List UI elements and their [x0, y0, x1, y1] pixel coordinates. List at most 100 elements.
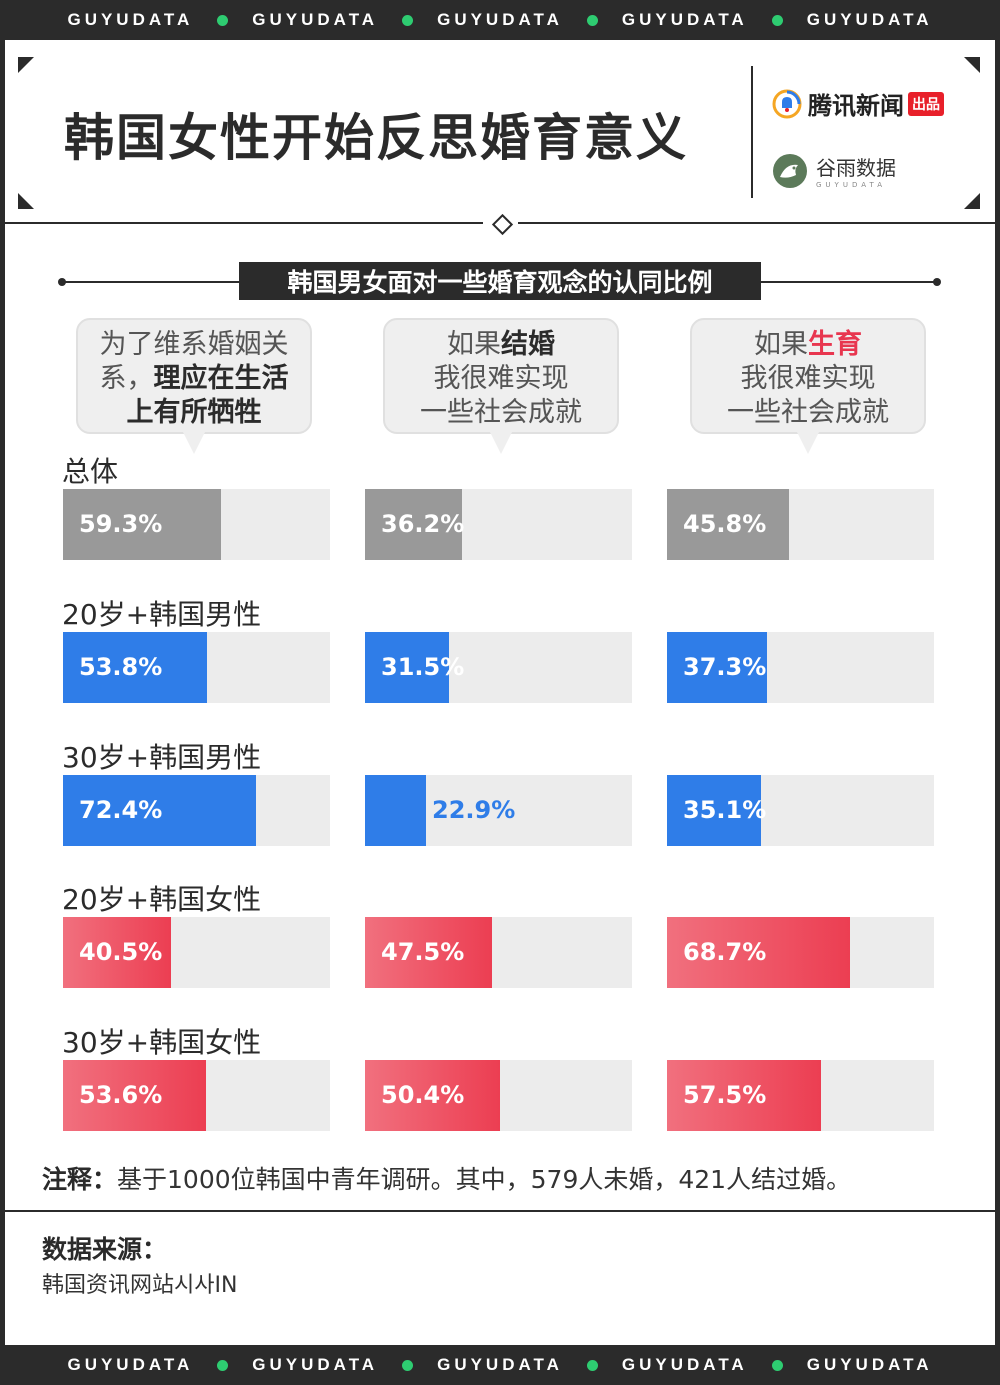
bar-value-label: 72.4%	[79, 796, 163, 824]
bird-icon	[773, 153, 807, 188]
bar	[667, 489, 789, 560]
tencent-news-icon	[772, 89, 802, 118]
ticker-dot-icon	[586, 14, 598, 26]
bar	[365, 1060, 500, 1131]
bar-track: 45.8%	[667, 489, 934, 560]
bar	[667, 1060, 821, 1131]
bar-track: 36.2%	[365, 489, 632, 560]
source-text: 韩国资讯网站시사IN	[42, 1273, 238, 1298]
bar	[63, 917, 171, 988]
ticker-text: GUYUDATA	[252, 1355, 379, 1374]
bar	[365, 917, 492, 988]
ticker-text: GUYUDATA	[806, 10, 933, 29]
ticker-text: GUYUDATA	[67, 10, 194, 29]
header-bottom-line	[518, 222, 995, 224]
bar-track: 53.8%	[63, 632, 330, 703]
ticker-dot-icon	[217, 14, 229, 26]
tencent-news-badge: 出品	[908, 91, 944, 116]
bar-track: 40.5%	[63, 917, 330, 988]
bar-value-label: 53.8%	[79, 653, 163, 681]
statement-part: 我很难实现	[740, 363, 876, 394]
statement-part: 如果	[754, 329, 808, 360]
bar-track: 35.1%	[667, 775, 934, 846]
guyu-data-name: 谷雨数据	[816, 156, 896, 180]
bar-value-label: 31.5%	[381, 653, 465, 681]
statement-part: 我很难实现	[433, 363, 569, 394]
statement-bubble-1: 为了维系婚姻关 系，理应在生活 上有所牺牲	[76, 318, 312, 454]
ticker-dot-icon	[402, 1359, 414, 1371]
note-text: 基于1000位韩国中青年调研。其中，579人未婚，421人结过婚。	[117, 1165, 852, 1194]
ticker-dot-icon	[586, 1359, 598, 1371]
bar	[365, 775, 426, 846]
corner-triangle-icon	[18, 57, 34, 73]
ticker-text: GUYUDATA	[621, 10, 748, 29]
tencent-news-name: 腾讯新闻	[808, 92, 904, 120]
bar-track: 37.3%	[667, 632, 934, 703]
group-label: 总体	[62, 455, 119, 488]
bar	[63, 489, 221, 560]
statement-part: 一些社会成就	[420, 397, 582, 428]
statement-part: 系，	[99, 363, 154, 394]
bar-value-label: 22.9%	[432, 796, 516, 824]
ticker-text: GUYUDATA	[621, 1355, 748, 1374]
statement-part: 如果	[447, 329, 501, 360]
bar	[365, 489, 462, 560]
source-label: 数据来源：	[42, 1235, 168, 1264]
statement-bubble-3: 如果生育 我很难实现 一些社会成就	[690, 318, 926, 454]
corner-triangle-icon	[18, 193, 34, 209]
guyu-data-logo: 谷雨数据 GUYUDATA	[772, 152, 896, 189]
corner-triangle-icon	[964, 57, 980, 73]
chart-title: 韩国男女面对一些婚育观念的认同比例	[239, 262, 761, 300]
bar-track: 68.7%	[667, 917, 934, 988]
bar	[63, 632, 207, 703]
ticker-text: GUYUDATA	[252, 10, 379, 29]
bottom-ticker-banner: GUYUDATA GUYUDATA GUYUDATA GUYUDATA GUYU…	[0, 1345, 1000, 1385]
ticker-dot-icon	[771, 1359, 783, 1371]
ticker-dot-icon	[771, 14, 783, 26]
bar-value-label: 37.3%	[683, 653, 767, 681]
ticker-dot-icon	[402, 14, 414, 26]
bar-value-label: 36.2%	[381, 510, 465, 538]
statement-part: 一些社会成就	[727, 397, 889, 428]
bar-value-label: 47.5%	[381, 938, 465, 966]
group-label: 20岁+韩国男性	[62, 598, 262, 631]
ticker-text: GUYUDATA	[437, 1355, 563, 1374]
line-end-dot-icon	[58, 278, 66, 286]
statement-part: 为了维系婚姻关	[99, 329, 289, 360]
line-end-dot-icon	[933, 278, 941, 286]
bar-value-label: 40.5%	[79, 938, 163, 966]
bar-value-label: 59.3%	[79, 510, 163, 538]
statement-part-highlight: 生育	[808, 329, 862, 360]
bar-value-label: 53.6%	[79, 1081, 163, 1109]
top-ticker-banner: GUYUDATA GUYUDATA GUYUDATA GUYUDATA GUYU…	[0, 0, 1000, 40]
corner-triangle-icon	[964, 193, 980, 209]
guyu-data-sub: GUYUDATA	[816, 181, 886, 189]
ticker-dot-icon	[217, 1359, 229, 1371]
note-label: 注释：	[42, 1165, 118, 1194]
bar	[365, 632, 449, 703]
group-label: 30岁+韩国男性	[62, 741, 262, 774]
statement-part-bold: 理应在生活	[153, 363, 289, 394]
statement-bubble-2: 如果结婚 我很难实现 一些社会成就	[383, 318, 619, 454]
bar-track: 31.5%	[365, 632, 632, 703]
header-bottom-line	[5, 222, 483, 224]
ticker-text: GUYUDATA	[67, 1355, 194, 1374]
bar-value-label: 35.1%	[683, 796, 767, 824]
page-title: 韩国女性开始反思婚育意义	[64, 109, 688, 167]
bar-value-label: 68.7%	[683, 938, 767, 966]
bar-value-label: 50.4%	[381, 1081, 465, 1109]
bar-track: 47.5%	[365, 917, 632, 988]
bar-track: 50.4%	[365, 1060, 632, 1131]
bar	[667, 632, 767, 703]
bar-track: 22.9%	[365, 775, 632, 846]
ticker-text: GUYUDATA	[806, 1355, 933, 1374]
bar-track: 59.3%	[63, 489, 330, 560]
poster-frame	[0, 40, 1000, 1345]
header-divider	[751, 66, 753, 198]
statement-part-bold: 上有所牺牲	[126, 397, 262, 428]
bar-track: 72.4%	[63, 775, 330, 846]
statement-part-bold: 结婚	[501, 329, 555, 360]
tencent-news-logo: 腾讯新闻 出品	[772, 86, 944, 121]
ticker-text: GUYUDATA	[437, 10, 563, 29]
bar-value-label: 57.5%	[683, 1081, 767, 1109]
